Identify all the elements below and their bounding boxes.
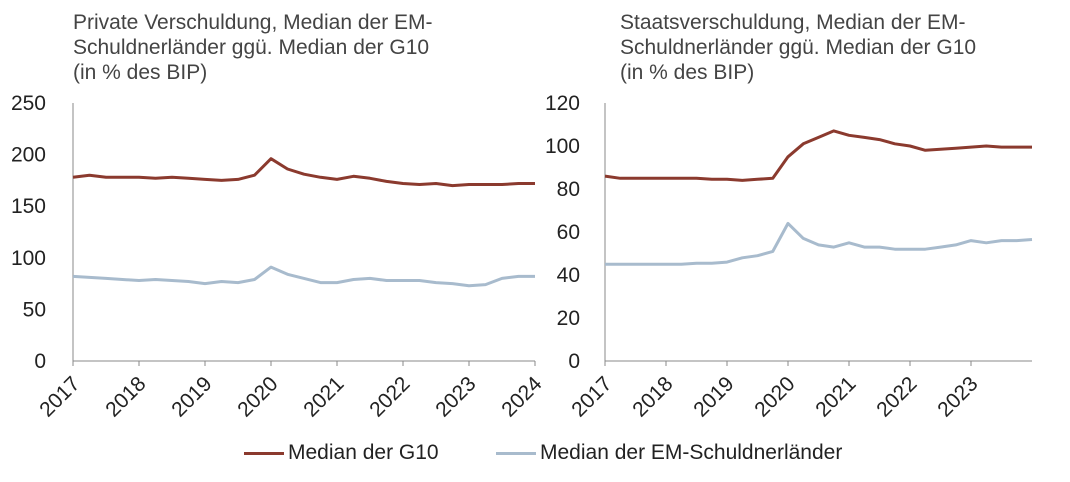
legend-swatch-g10 — [244, 451, 284, 455]
x-tick-label: 2018 — [628, 372, 677, 421]
y-tick-label: 0 — [568, 350, 580, 373]
y-tick-label: 200 — [11, 144, 46, 167]
x-tick-label: 2021 — [299, 372, 348, 421]
x-tick-label: 2021 — [811, 372, 860, 421]
x-tick-label: 2022 — [365, 372, 414, 421]
legend: Median der G10 Median der EM-Schuldnerlä… — [0, 441, 1070, 475]
series-line-g10 — [72, 157, 535, 188]
legend-item-g10: Median der G10 — [244, 441, 439, 465]
x-tick-label: 2018 — [101, 372, 150, 421]
y-tick-label: 250 — [11, 92, 46, 115]
chart-government-debt: 0 20 40 60 80 100 120 2017 2018 2019 2020 2021 2022 2… — [545, 92, 1033, 422]
series-line-em — [72, 265, 535, 288]
y-tick-label: 0 — [34, 350, 46, 373]
x-tick-label: 2020 — [750, 372, 799, 421]
chart-title-private-debt: Private Verschuldung, Median der EM- Sch… — [73, 11, 433, 84]
x-tick-label: 2017 — [35, 372, 84, 421]
x-tick-label: 2024 — [497, 372, 547, 422]
series-line-g10 — [604, 129, 1032, 182]
y-tick-label: 120 — [545, 92, 580, 115]
x-tick-label: 2017 — [567, 372, 616, 421]
x-tick-label: 2023 — [431, 372, 480, 421]
legend-label-em: Median der EM-Schuldnerländer — [540, 441, 843, 464]
y-tick-label: 150 — [11, 195, 46, 218]
y-tick-label: 100 — [545, 135, 580, 158]
legend-item-em: Median der EM-Schuldnerländer — [496, 441, 842, 465]
legend-swatch-em — [496, 451, 536, 455]
x-tick-label: 2019 — [167, 372, 216, 421]
x-tick-label: 2022 — [872, 372, 921, 421]
chart-private-debt: 0 50 100 150 200 250 2017 2018 2019 2020 2021 2022 2… — [11, 92, 547, 422]
chart-title-government-debt: Staatsverschuldung, Median der EM- Schul… — [620, 11, 977, 84]
y-tick-label: 40 — [557, 264, 580, 287]
x-tick-label: 2020 — [233, 372, 282, 421]
legend-label-g10: Median der G10 — [288, 441, 439, 464]
y-tick-label: 20 — [557, 307, 580, 330]
y-tick-label: 80 — [557, 178, 580, 201]
y-tick-label: 50 — [23, 298, 46, 321]
x-tick-label: 2019 — [689, 372, 738, 421]
x-tick-label: 2023 — [933, 372, 982, 421]
y-tick-label: 60 — [557, 221, 580, 244]
series-line-em — [605, 221, 1033, 266]
y-tick-label: 100 — [11, 247, 46, 270]
